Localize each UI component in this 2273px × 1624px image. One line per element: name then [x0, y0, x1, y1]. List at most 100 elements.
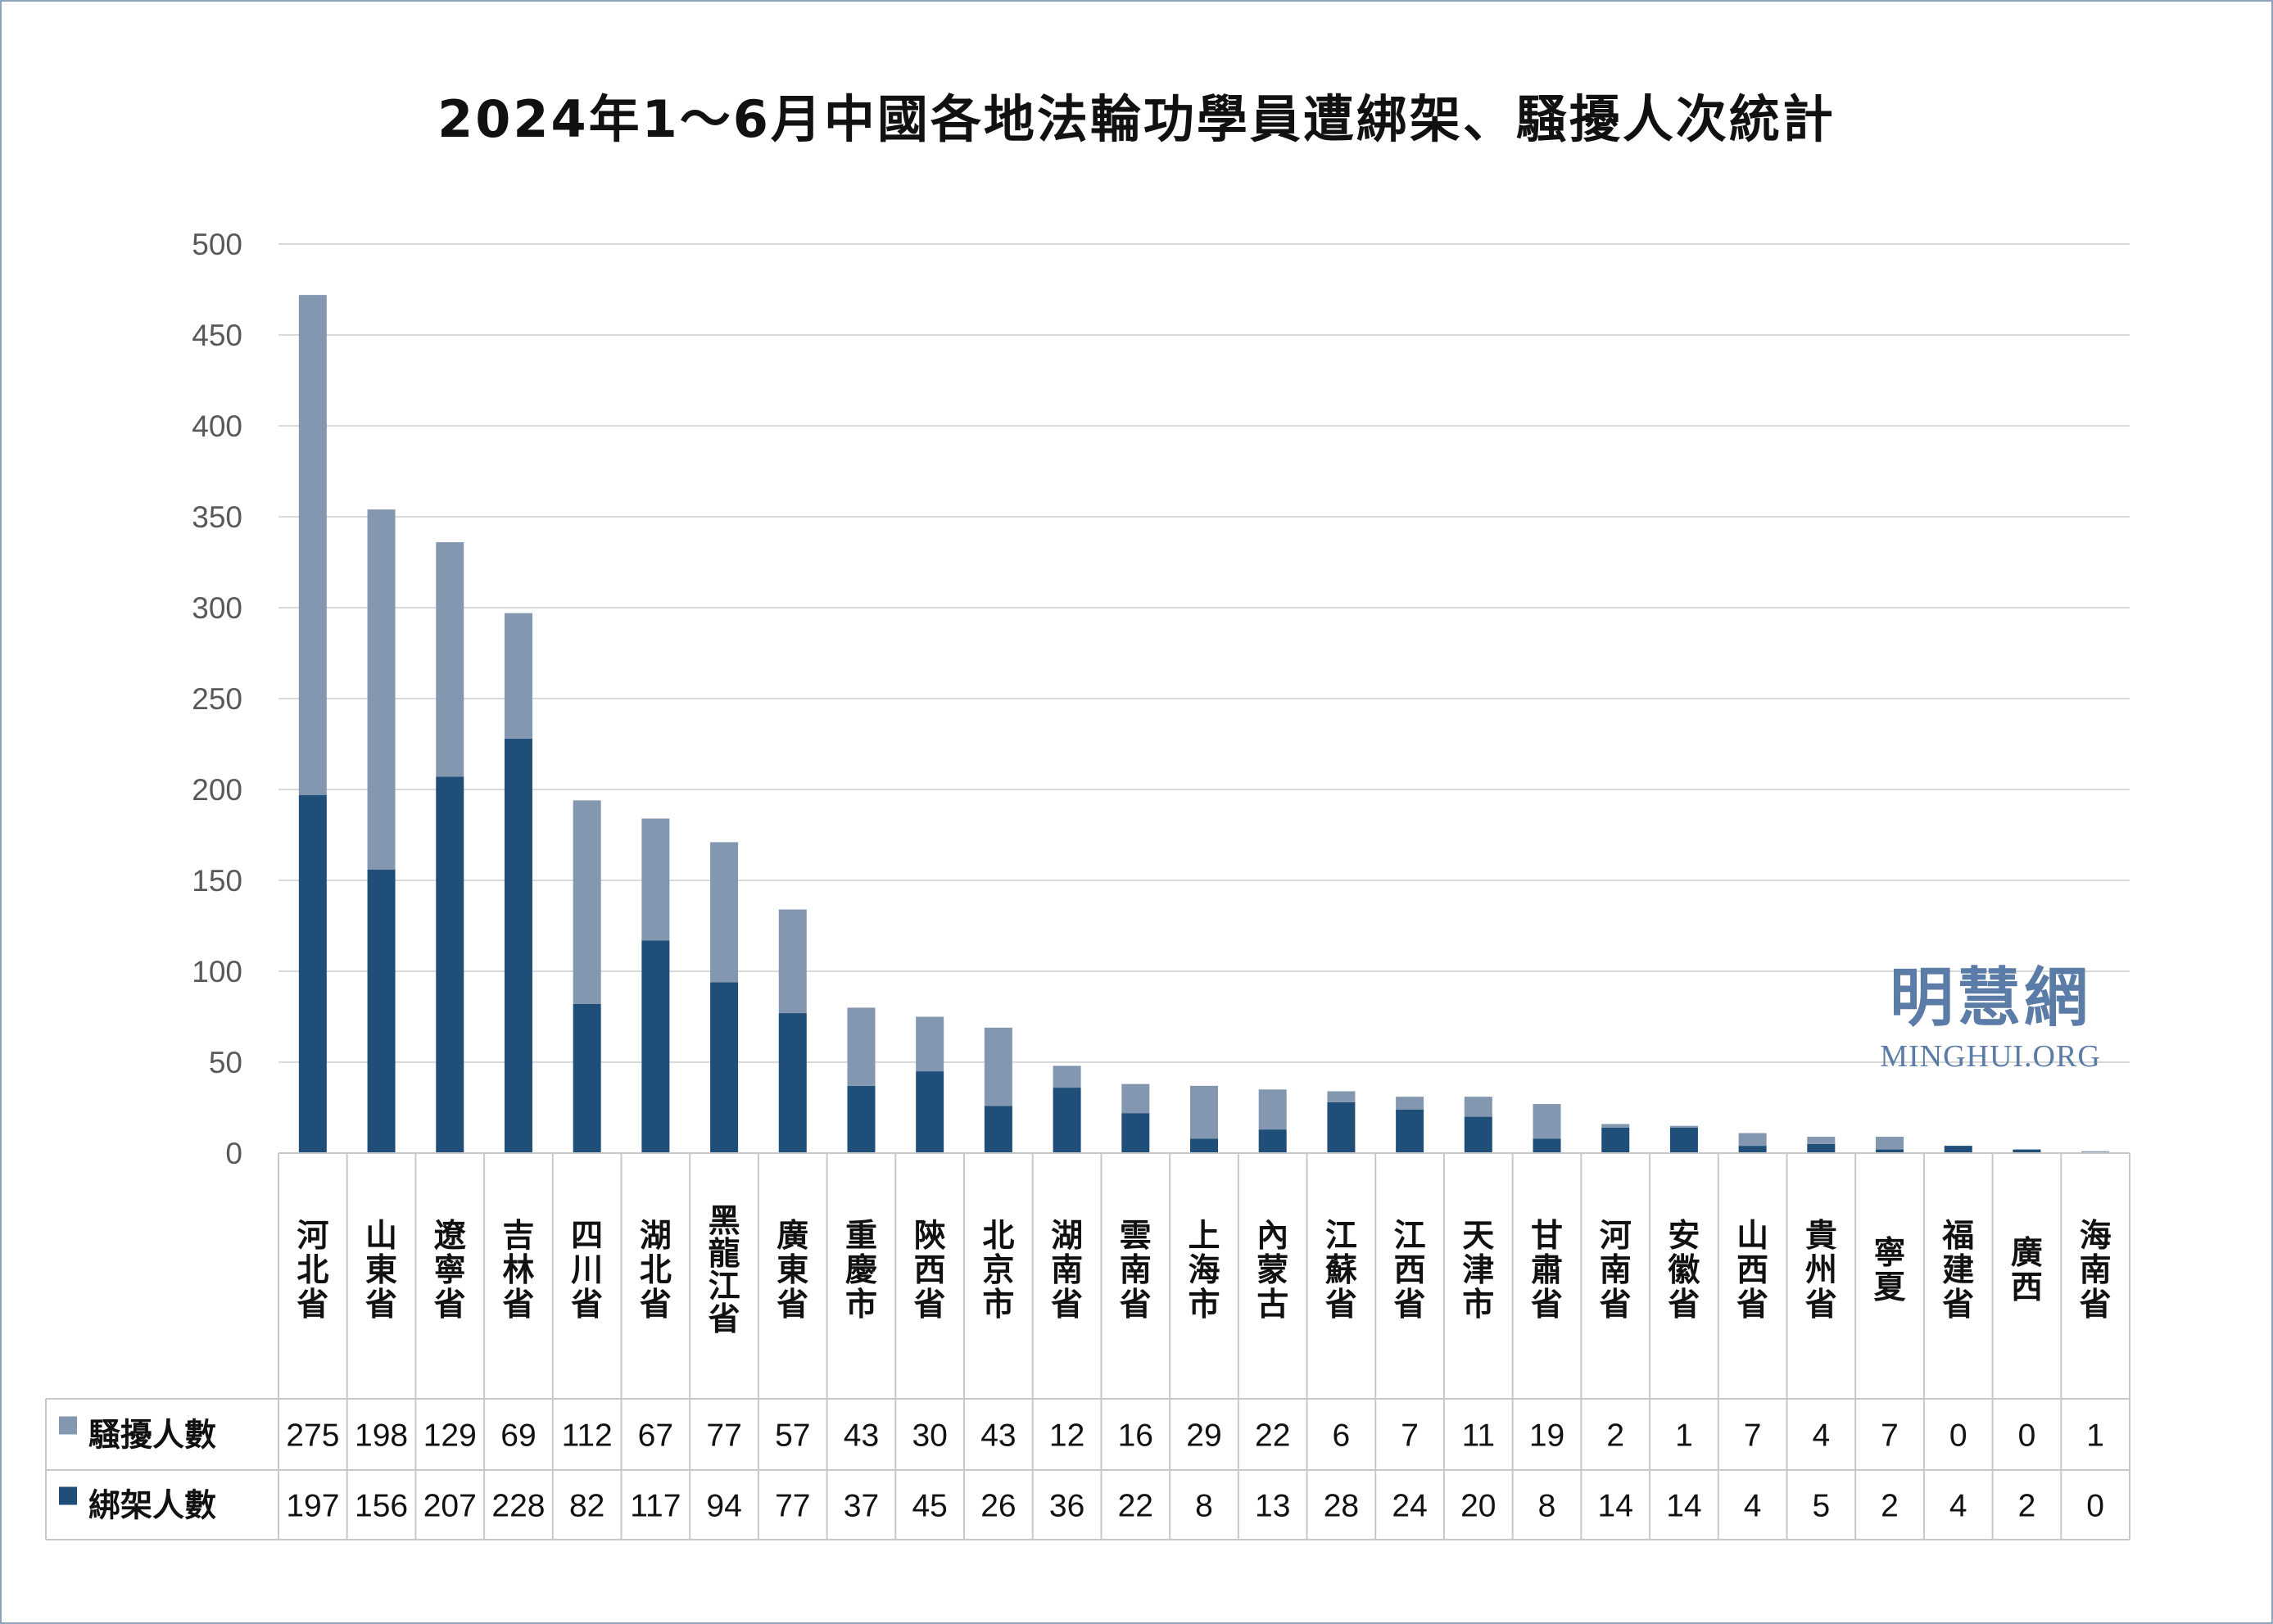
table-value: 82 — [569, 1489, 604, 1524]
table-value: 24 — [1392, 1489, 1427, 1524]
table-value: 2 — [2018, 1489, 2036, 1524]
table-value: 4 — [1949, 1489, 1967, 1524]
table-value: 112 — [562, 1418, 613, 1454]
category-label: 江西省 — [1394, 1218, 1426, 1323]
category-label: 河北省 — [297, 1218, 328, 1323]
table-value: 14 — [1598, 1489, 1633, 1524]
category-label: 寧夏 — [1874, 1235, 1907, 1306]
category-label: 甘肅省 — [1531, 1218, 1563, 1323]
bar-abduct — [1533, 1138, 1561, 1153]
bar-harass — [298, 295, 327, 795]
bar-harass — [1669, 1125, 1698, 1128]
bar-abduct — [1601, 1127, 1630, 1153]
bar-harass — [1258, 1089, 1287, 1130]
category-label: 重慶市 — [845, 1218, 877, 1323]
table-value: 30 — [912, 1418, 947, 1454]
y-tick-label: 300 — [192, 591, 242, 625]
table-value: 275 — [286, 1418, 339, 1454]
bar-abduct — [1669, 1127, 1698, 1153]
y-tick-label: 350 — [192, 500, 242, 534]
table-value: 36 — [1049, 1489, 1084, 1524]
bar-harass — [641, 818, 670, 941]
bar-abduct — [298, 794, 327, 1153]
category-label: 雲南省 — [1120, 1218, 1152, 1323]
category-label: 山西省 — [1736, 1218, 1768, 1323]
bar-harass — [1464, 1097, 1492, 1117]
table-value: 45 — [912, 1489, 947, 1524]
table-value: 6 — [1333, 1418, 1351, 1454]
bar-harass — [778, 909, 807, 1014]
y-tick-label: 450 — [192, 319, 242, 352]
category-label: 安徽省 — [1667, 1218, 1700, 1323]
table-value: 13 — [1255, 1489, 1290, 1524]
bar-abduct — [1944, 1146, 1972, 1153]
table-value: 4 — [1744, 1489, 1762, 1524]
logo-chinese: 明慧網 — [1889, 961, 2091, 1035]
bar-abduct — [1121, 1113, 1150, 1153]
table-value: 4 — [1812, 1418, 1830, 1454]
bar-harass — [573, 800, 601, 1004]
y-tick-label: 200 — [192, 773, 242, 807]
bar-harass — [710, 842, 739, 983]
y-tick-label: 100 — [192, 955, 242, 988]
category-label: 內蒙古 — [1256, 1218, 1288, 1323]
table-value: 26 — [980, 1489, 1016, 1524]
bar-abduct — [1053, 1088, 1081, 1153]
legend-harass-swatch — [59, 1416, 77, 1435]
legend-abduct-swatch — [59, 1486, 77, 1505]
bar-abduct — [1738, 1146, 1767, 1153]
bar-abduct — [1258, 1129, 1287, 1153]
data-table: 河北省 山東省 遼寧省 吉林省 四川省 湖北省 黑龍江省 廣東省 重慶市 陝西省 北京市 湖南省 雲南省… — [45, 1152, 2130, 1540]
table-value: 29 — [1186, 1418, 1221, 1454]
table-value: 228 — [491, 1489, 545, 1524]
bar-harass — [1876, 1137, 1904, 1150]
table-value: 197 — [286, 1489, 339, 1524]
table-value: 57 — [775, 1418, 810, 1454]
table-value: 77 — [775, 1489, 810, 1524]
category-label: 吉林省 — [502, 1218, 534, 1323]
bar-harass — [984, 1027, 1012, 1106]
legend-abduct-label: 綁架人數 — [88, 1488, 216, 1525]
table-value: 14 — [1666, 1489, 1701, 1524]
bar-abduct — [847, 1085, 876, 1153]
table-value: 77 — [706, 1418, 741, 1454]
bar-abduct — [1807, 1143, 1836, 1153]
category-label: 四川省 — [571, 1218, 603, 1323]
table-value: 156 — [355, 1489, 408, 1524]
table-value: 0 — [2086, 1489, 2104, 1524]
legend-harass-label: 騷擾人數 — [88, 1418, 216, 1454]
minghui-logo: 明慧網 MINGHUI.ORG — [1859, 966, 2121, 1074]
bar-harass — [916, 1016, 944, 1072]
table-value: 1 — [1675, 1418, 1693, 1454]
table-value: 8 — [1195, 1489, 1213, 1524]
bars — [298, 295, 2110, 1153]
table-value: 16 — [1118, 1418, 1153, 1454]
table-value: 2 — [1606, 1418, 1624, 1454]
table-value: 207 — [423, 1489, 477, 1524]
category-label: 海南省 — [2080, 1218, 2112, 1323]
bar-harass — [1601, 1124, 1630, 1128]
category-label: 廣西 — [2011, 1235, 2043, 1306]
bar-harass — [1190, 1085, 1218, 1139]
bar-abduct — [504, 738, 532, 1153]
y-tick-label: 0 — [225, 1137, 242, 1170]
bar-harass — [1121, 1083, 1150, 1114]
category-label: 湖北省 — [640, 1218, 672, 1323]
bar-abduct — [984, 1106, 1012, 1153]
table-value: 0 — [2018, 1418, 2036, 1454]
table-value: 7 — [1401, 1418, 1419, 1454]
bar-harass — [1396, 1097, 1424, 1110]
category-label: 北京市 — [982, 1218, 1014, 1323]
category-label: 湖南省 — [1051, 1218, 1083, 1323]
table-value: 7 — [1744, 1418, 1762, 1454]
bar-harass — [2081, 1151, 2110, 1153]
category-label: 陝西省 — [914, 1218, 946, 1323]
table-value: 7 — [1881, 1418, 1899, 1454]
bar-abduct — [367, 869, 396, 1153]
bar-harass — [436, 542, 464, 777]
table-value: 12 — [1049, 1418, 1084, 1454]
table-value: 11 — [1462, 1418, 1496, 1454]
table-value: 28 — [1324, 1489, 1359, 1524]
bar-abduct — [2013, 1149, 2041, 1153]
